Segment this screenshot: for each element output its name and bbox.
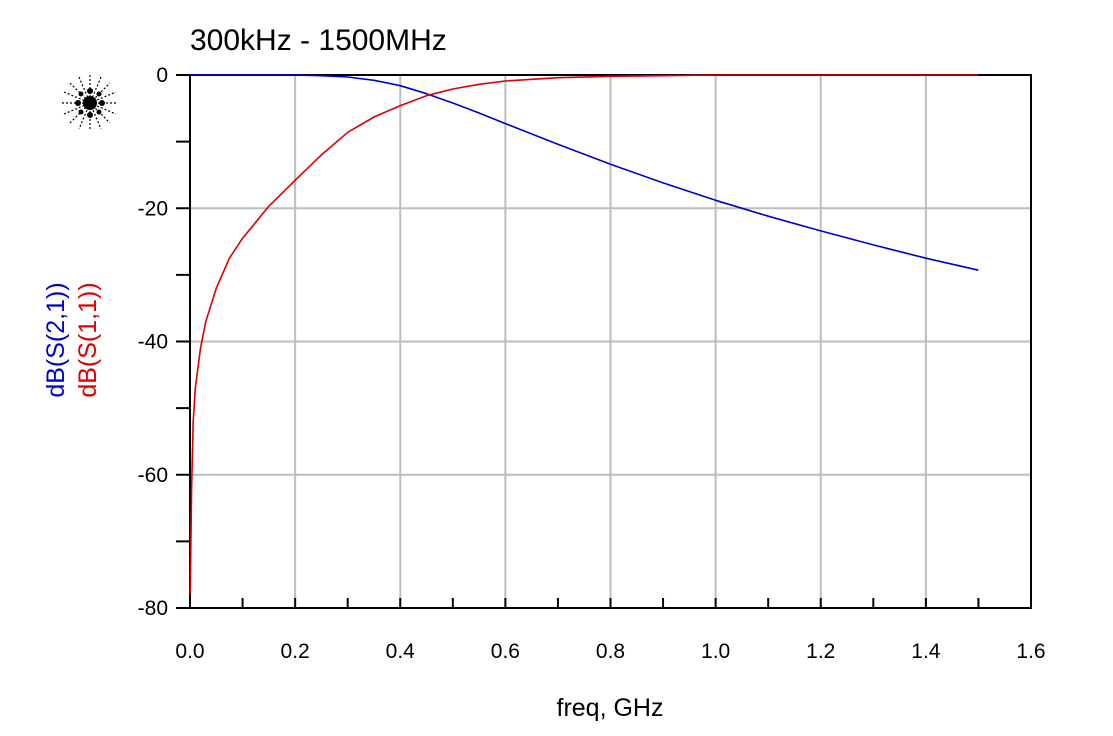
x-tick-label: 1.6 (1016, 640, 1045, 663)
starburst-logo-icon (62, 75, 118, 131)
x-tick-label: 0.2 (281, 640, 310, 663)
tick-marks (176, 74, 1032, 609)
chart-title: 300kHz - 1500MHz (190, 24, 447, 57)
y-tick-label: -60 (138, 464, 168, 487)
x-tick-label: 0.8 (596, 640, 625, 663)
y-tick-labels: 0 -20 -40 -60 -80 (138, 64, 168, 620)
x-tick-label: 0.0 (175, 640, 204, 663)
y-tick-label: 0 (156, 64, 168, 87)
series-line-s11 (189, 74, 979, 595)
x-axis-label: freq, GHz (557, 694, 664, 722)
x-tick-labels: 0.0 0.2 0.4 0.6 0.8 1.0 1.2 1.4 1.6 (175, 640, 1045, 663)
series-lines (189, 74, 979, 595)
series-line-s21 (190, 74, 979, 271)
y-tick-label: -80 (138, 597, 168, 620)
y-axis-label-s21: dB(S(2,1)) (42, 282, 70, 397)
y-axis-label-s11: dB(S(1,1)) (74, 282, 102, 397)
x-tick-label: 1.0 (701, 640, 730, 663)
grid (190, 75, 1031, 608)
y-tick-label: -40 (138, 331, 168, 354)
x-tick-label: 0.6 (491, 640, 520, 663)
x-tick-label: 0.4 (386, 640, 416, 663)
y-tick-label: -20 (138, 197, 168, 220)
x-tick-label: 1.2 (806, 640, 835, 663)
x-tick-label: 1.4 (911, 640, 941, 663)
